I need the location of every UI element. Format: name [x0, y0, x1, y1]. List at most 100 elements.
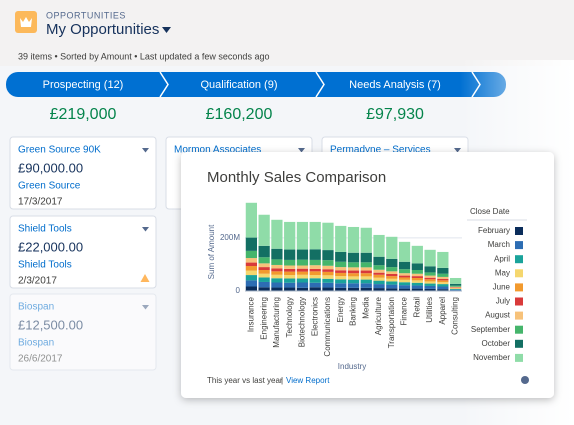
bar-segment — [411, 285, 423, 289]
warning-icon — [140, 274, 150, 282]
card-amount: £12,500.00 — [18, 317, 83, 332]
x-tick-label: Technology — [285, 297, 294, 337]
y-tick-label: 200M — [220, 233, 240, 242]
bar-segment — [322, 265, 334, 270]
bar-segment — [450, 283, 462, 286]
bar-segment — [347, 262, 360, 268]
bar-segment — [258, 281, 270, 288]
bar-segment — [245, 262, 257, 267]
legend-swatch — [515, 311, 523, 320]
chart-panel: Monthly Sales Comparison Sum of Amount I… — [181, 152, 554, 398]
bar-segment — [284, 275, 296, 279]
stage-label[interactable]: Needs Analysis (7) — [349, 79, 441, 91]
bar-segment — [424, 272, 436, 276]
bar-segment — [360, 262, 372, 268]
x-tick-label: Insurance — [246, 296, 255, 332]
x-tick-label: Agriculture — [374, 296, 383, 335]
card-close-date: 17/3/2017 — [18, 197, 63, 208]
bar-segment — [424, 281, 436, 284]
opportunity-card: Shield Tools £22,000.00 Shield Tools 2/3/20… — [9, 215, 157, 289]
bar-segment — [245, 202, 257, 238]
bar-segment — [347, 270, 360, 274]
bar-segment — [258, 270, 270, 274]
bar-segment — [424, 266, 436, 273]
legend-swatch — [515, 297, 523, 306]
bar-segment — [245, 280, 257, 287]
bar-segment — [411, 282, 423, 286]
card-name[interactable]: Green Source 90K — [18, 145, 101, 156]
x-tick-label: Consulting — [451, 297, 460, 335]
card-name[interactable]: Mormon Associates — [174, 145, 261, 156]
y-tick-label: 0 — [236, 286, 241, 295]
card-account[interactable]: Biospan — [18, 338, 54, 349]
bar-segment — [284, 268, 296, 272]
card-account[interactable]: Green Source — [18, 181, 81, 192]
bar-segment — [360, 283, 372, 288]
x-axis-label: Industry — [338, 362, 366, 371]
legend-label: June — [493, 283, 511, 292]
bar-segment — [347, 267, 360, 271]
card-menu[interactable] — [454, 148, 461, 153]
card-menu[interactable] — [142, 227, 149, 232]
card-menu[interactable] — [298, 148, 305, 153]
bar-segment — [296, 274, 309, 279]
bar-segment — [437, 280, 449, 283]
bar-segment — [411, 277, 423, 281]
bar-segment — [258, 263, 270, 268]
bar-segment — [245, 258, 257, 263]
card-name[interactable]: Shield Tools — [18, 224, 72, 235]
legend-swatch — [515, 325, 523, 334]
bar-segment — [284, 221, 296, 250]
bar-segment — [450, 277, 462, 284]
bar-segment — [335, 251, 347, 262]
card-name[interactable]: Biospan — [18, 302, 54, 313]
footer-separator: | — [281, 376, 283, 385]
bar-segment — [245, 250, 257, 259]
x-tick-label: Energy — [336, 297, 345, 322]
bar-segment — [411, 276, 423, 278]
x-tick-label: Electronics — [310, 297, 319, 336]
bar-segment — [386, 273, 398, 277]
list-name[interactable]: My Opportunities — [46, 21, 159, 38]
bar-segment — [411, 288, 423, 291]
bar-segment — [347, 287, 360, 291]
bar-segment — [245, 266, 257, 271]
bar-segment — [424, 275, 436, 278]
bar-segment — [398, 285, 411, 289]
bar-segment — [437, 251, 449, 268]
bar-segment — [398, 261, 411, 270]
bar-segment — [296, 271, 309, 275]
card-menu[interactable] — [142, 305, 149, 310]
bar-segment — [296, 287, 309, 291]
list-dropdown[interactable] — [162, 27, 171, 33]
bar-segment — [347, 252, 360, 263]
card-amount: £22,000.00 — [18, 239, 83, 254]
stage-label[interactable]: Prospecting (12) — [43, 79, 124, 91]
bar-segment — [424, 285, 436, 289]
bar-segment — [437, 289, 449, 291]
bar-segment — [309, 287, 321, 291]
bar-segment — [386, 236, 398, 259]
card-name[interactable]: Permadyne – Services — [330, 145, 431, 156]
bar-segment — [373, 274, 385, 278]
bar-segment — [309, 268, 321, 272]
legend-label: August — [485, 311, 511, 320]
info-icon[interactable] — [521, 376, 529, 384]
bar-segment — [258, 287, 270, 291]
stage-total: £97,930 — [366, 106, 424, 123]
bar-segment — [258, 257, 270, 264]
bar-segment — [309, 265, 321, 269]
bar-segment — [322, 287, 334, 291]
bar-segment — [386, 284, 398, 289]
y-axis-label: Sum of Amount — [207, 224, 216, 279]
bar-segment — [296, 221, 309, 250]
view-report-link[interactable]: View Report — [286, 376, 330, 385]
x-tick-label: Retail — [412, 297, 421, 318]
card-menu[interactable] — [142, 148, 149, 153]
stage-label[interactable]: Qualification (9) — [200, 79, 277, 91]
bar-segment — [373, 277, 385, 281]
bar-segment — [284, 287, 296, 291]
x-tick-label: Manufacturing — [272, 297, 281, 348]
x-tick-label: Media — [361, 296, 370, 318]
card-account[interactable]: Shield Tools — [18, 260, 72, 271]
